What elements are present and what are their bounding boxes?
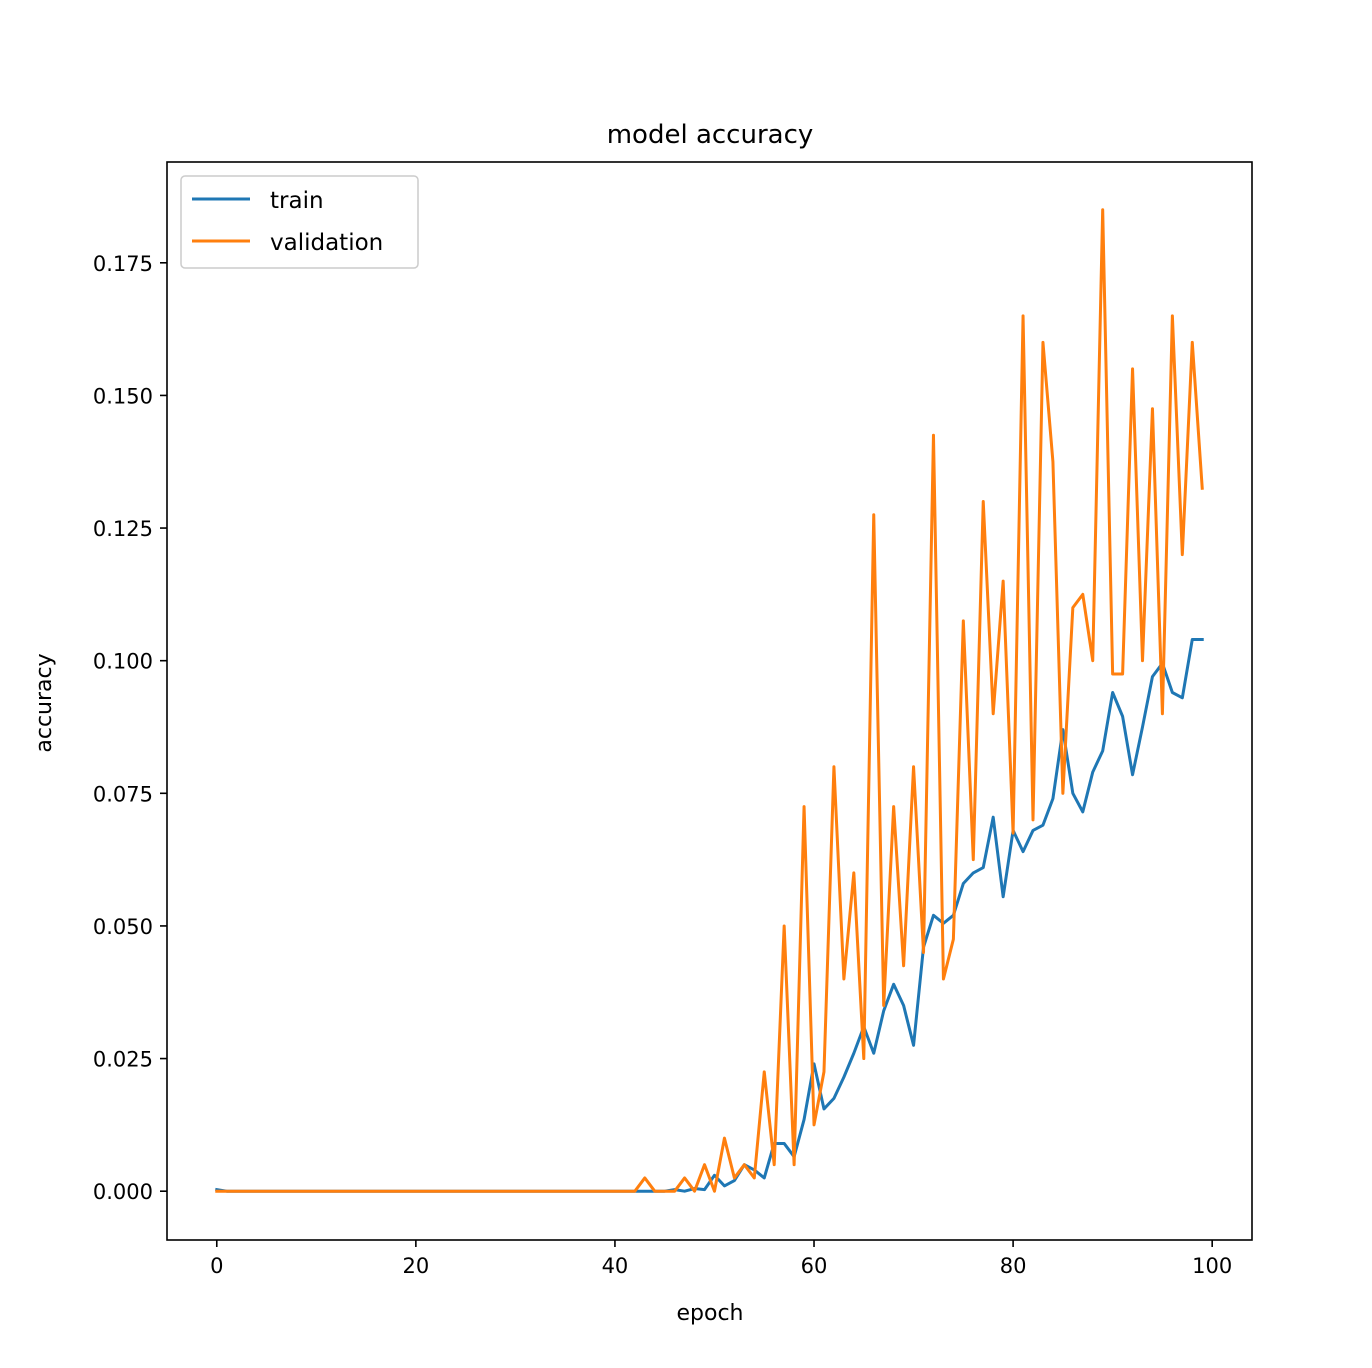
x-tick-label: 100 xyxy=(1192,1254,1232,1278)
x-tick-label: 60 xyxy=(801,1254,828,1278)
series-line-validation xyxy=(215,208,1204,1193)
x-axis-title: epoch xyxy=(677,1301,744,1326)
x-tick-label: 20 xyxy=(402,1254,429,1278)
x-axis-ticks: 0 20 40 60 80 100 xyxy=(210,1240,1232,1278)
y-axis-title: accuracy xyxy=(32,653,57,752)
axes-frame xyxy=(166,161,1253,1241)
y-tick-label: 0.100 xyxy=(93,650,153,674)
y-tick-label: 0.075 xyxy=(93,782,153,806)
x-tick-label: 80 xyxy=(1000,1254,1027,1278)
plot-area xyxy=(215,208,1204,1193)
y-tick-label: 0.125 xyxy=(93,517,153,541)
x-tick-label: 40 xyxy=(602,1254,629,1278)
legend-train-label: train xyxy=(270,188,324,214)
y-axis-ticks: 0.000 0.025 0.050 0.075 0.100 0.125 0.150 0.175 xyxy=(93,252,167,1204)
y-tick-label: 0.150 xyxy=(93,384,153,408)
legend: train validation xyxy=(180,175,419,269)
x-tick-label: 0 xyxy=(210,1254,223,1278)
y-tick-label: 0.025 xyxy=(93,1048,153,1072)
legend-validation-label: validation xyxy=(270,230,383,256)
chart-title: model accuracy xyxy=(607,120,814,150)
y-tick-label: 0.050 xyxy=(93,915,153,939)
y-tick-label: 0.000 xyxy=(93,1180,153,1204)
y-tick-label: 0.175 xyxy=(93,252,153,276)
